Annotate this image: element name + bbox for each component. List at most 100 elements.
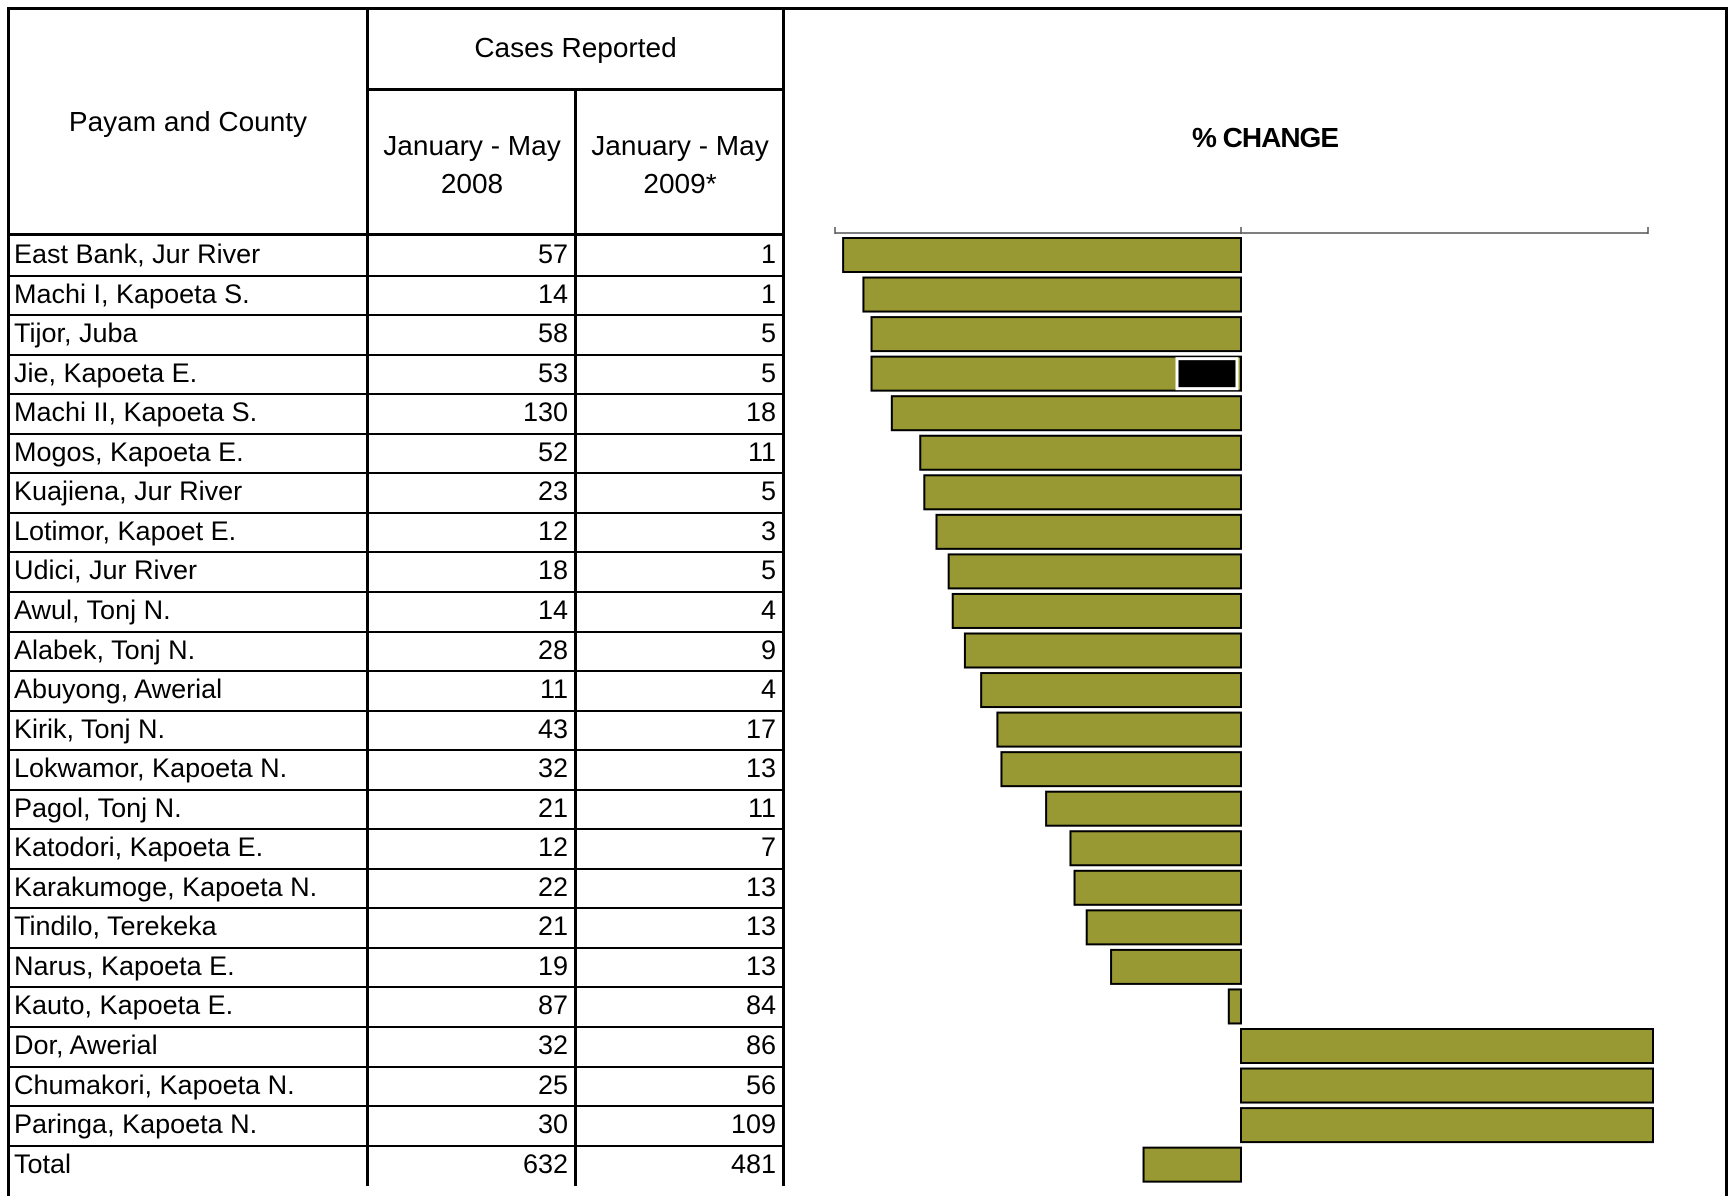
cell-2008: 18 xyxy=(537,555,568,586)
row-label: Mogos, Kapoeta E. xyxy=(14,436,244,467)
bar xyxy=(1069,830,1242,867)
row-label: Machi I, Kapoeta S. xyxy=(14,278,250,309)
cell-2008: 25 xyxy=(537,1069,568,1100)
row-label: East Bank, Jur River xyxy=(14,239,261,269)
row-divider xyxy=(10,907,785,909)
row-label: Alabek, Tonj N. xyxy=(14,634,196,665)
row-label: Katodori, Kapoeta E. xyxy=(14,832,264,863)
row-divider xyxy=(10,1145,785,1147)
row-label: Tijor, Juba xyxy=(14,318,138,349)
row-divider xyxy=(10,947,785,949)
row-label: Lotimor, Kapoet E. xyxy=(14,515,237,546)
row-divider xyxy=(10,354,785,356)
cell-2009: 9 xyxy=(760,634,776,665)
bar xyxy=(996,711,1243,748)
cell-2008: 14 xyxy=(537,594,568,625)
col-header-2009: January - May 2009* xyxy=(591,130,769,199)
bar xyxy=(919,434,1242,471)
row-label: Paringa, Kapoeta N. xyxy=(14,1109,258,1140)
row-label: Jie, Kapoeta E. xyxy=(14,357,198,388)
bar xyxy=(1240,1028,1654,1064)
cell-2009: 7 xyxy=(760,832,776,863)
bar xyxy=(890,395,1243,432)
cell-2008: 32 xyxy=(537,1030,568,1060)
bar xyxy=(870,316,1242,353)
cell-2009: 3 xyxy=(760,515,776,546)
row-divider xyxy=(10,472,785,474)
row-label: Dor, Awerial xyxy=(14,1030,158,1060)
bar xyxy=(1045,790,1242,827)
row-label: Karakumoge, Kapoeta N. xyxy=(14,871,318,902)
col-header-2008: January - May 2008 xyxy=(383,130,561,199)
cell-2008: 43 xyxy=(537,713,568,744)
bar xyxy=(1227,988,1242,1025)
bar xyxy=(935,513,1242,550)
column-divider-2 xyxy=(574,88,577,1186)
cell-2008: 58 xyxy=(537,318,568,349)
group-header: Cases Reported xyxy=(474,32,677,63)
cell-2008: 130 xyxy=(522,397,568,428)
cell-2009: 5 xyxy=(760,318,776,349)
cell-2008: 632 xyxy=(522,1148,568,1179)
row-divider xyxy=(10,828,785,830)
cell-2008: 21 xyxy=(537,911,568,942)
cell-2009: 11 xyxy=(747,792,776,823)
cell-2008: 21 xyxy=(537,792,568,823)
cell-2008: 52 xyxy=(537,436,568,467)
row-divider xyxy=(10,512,785,514)
row-divider xyxy=(10,433,785,435)
cell-2009: 5 xyxy=(760,555,776,586)
row-divider xyxy=(10,314,785,316)
row-label: Chumakori, Kapoeta N. xyxy=(14,1069,295,1100)
row-label: Udici, Jur River xyxy=(14,555,198,586)
bar xyxy=(862,276,1242,313)
row-divider xyxy=(10,275,785,277)
cell-2009: 4 xyxy=(760,594,776,625)
row-label: Pagol, Tonj N. xyxy=(14,792,182,823)
cell-2008: 22 xyxy=(537,871,568,902)
header-divider xyxy=(10,233,785,236)
cell-2009: 1 xyxy=(760,278,776,309)
cell-2008: 19 xyxy=(537,950,568,981)
row-divider xyxy=(10,670,785,672)
row-divider xyxy=(10,749,785,751)
cell-2008: 30 xyxy=(537,1109,568,1140)
row-label: Tindilo, Terekeka xyxy=(14,911,217,942)
cell-2009: 18 xyxy=(745,397,776,428)
cell-2009: 13 xyxy=(745,911,776,942)
bar xyxy=(1142,1146,1243,1183)
row-label: Lokwamor, Kapoeta N. xyxy=(14,753,288,784)
row-divider xyxy=(10,789,785,791)
table-frame xyxy=(7,7,1728,1196)
row-label: Kuajiena, Jur River xyxy=(14,476,243,507)
row-label: Kirik, Tonj N. xyxy=(14,713,166,744)
row-label: Awul, Tonj N. xyxy=(14,594,171,625)
bar xyxy=(842,237,1242,273)
cell-2009: 56 xyxy=(745,1069,776,1100)
bar xyxy=(951,592,1242,629)
bar xyxy=(923,474,1242,511)
row-divider xyxy=(10,1026,785,1028)
cell-2009: 13 xyxy=(745,753,776,784)
group-header-divider xyxy=(366,88,785,91)
cell-2008: 14 xyxy=(537,278,568,309)
row-divider xyxy=(10,551,785,553)
row-label: Narus, Kapoeta E. xyxy=(14,950,235,981)
row-divider xyxy=(10,986,785,988)
cell-2008: 28 xyxy=(537,634,568,665)
row-divider xyxy=(10,1066,785,1068)
cell-2009: 481 xyxy=(730,1148,776,1179)
row-label: Abuyong, Awerial xyxy=(14,674,223,705)
row-label: Total xyxy=(14,1148,72,1179)
bar xyxy=(1085,909,1242,946)
highlight-marker xyxy=(1175,357,1239,391)
bar xyxy=(1000,751,1243,788)
row-label: Kauto, Kapoeta E. xyxy=(14,990,234,1021)
cell-2009: 109 xyxy=(730,1109,776,1140)
chart-title: % CHANGE xyxy=(1191,122,1339,153)
cell-2009: 84 xyxy=(745,990,776,1021)
cell-2008: 87 xyxy=(537,990,568,1021)
cell-2008: 23 xyxy=(537,476,568,507)
cell-2008: 12 xyxy=(537,515,568,546)
